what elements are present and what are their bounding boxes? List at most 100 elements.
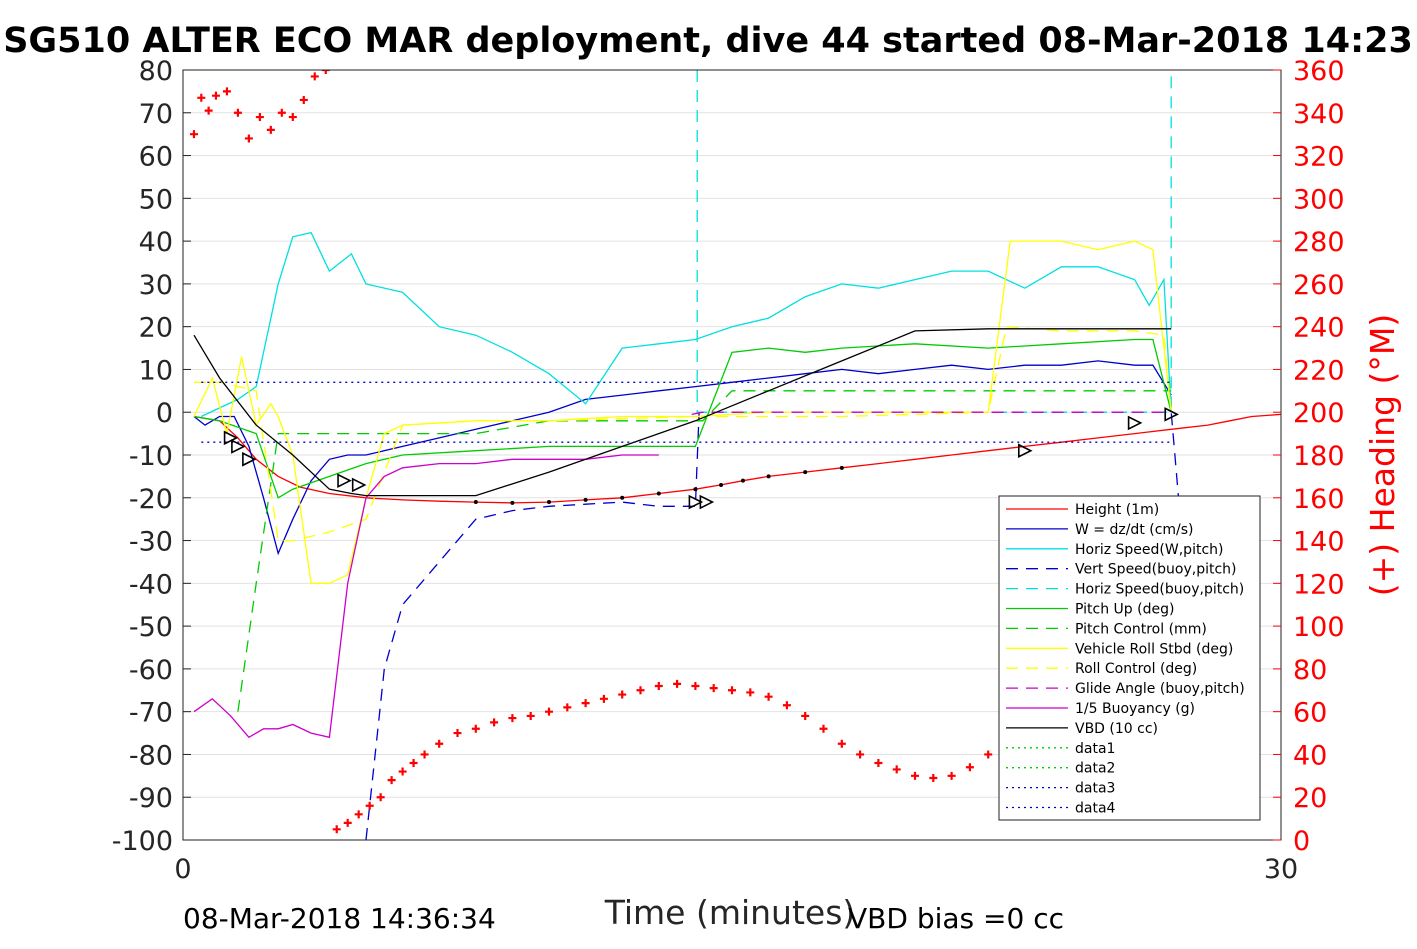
turn-marker xyxy=(699,494,715,510)
height-dot xyxy=(719,482,724,487)
heading-point xyxy=(222,87,231,96)
heading-point xyxy=(874,759,883,767)
turn-marker xyxy=(688,494,704,510)
height-dot xyxy=(740,478,745,483)
turn-marker xyxy=(1017,443,1033,459)
y-tick-label: 30 xyxy=(139,270,173,301)
legend-label-2: Horiz Speed(W,pitch) xyxy=(1075,542,1223,558)
y2-tick-label: 20 xyxy=(1293,783,1327,814)
height-dot xyxy=(693,487,698,492)
heading-point xyxy=(409,759,418,767)
turn-marker xyxy=(1164,407,1179,422)
heading-point xyxy=(189,130,198,139)
height-dot xyxy=(839,465,844,470)
axes: 80706050403020100-10-20-30-40-50-60-70-8… xyxy=(112,56,1345,885)
y-tick-label: 40 xyxy=(139,227,173,258)
height-dot xyxy=(473,500,478,505)
y2-tick-label: 80 xyxy=(1293,655,1327,686)
y2-tick-label: 160 xyxy=(1293,484,1345,515)
heading-point xyxy=(654,682,663,690)
heading-point xyxy=(837,739,846,748)
heading-point xyxy=(398,767,407,776)
series-line-4 xyxy=(696,70,1172,413)
turn-marker xyxy=(1127,415,1143,431)
height-dot xyxy=(803,470,808,475)
y2-tick-label: 240 xyxy=(1293,313,1345,344)
y-tick-label: 50 xyxy=(139,184,173,215)
y2-tick-label: 120 xyxy=(1293,569,1345,600)
height-dot xyxy=(583,497,588,502)
footer-timestamp: 08-Mar-2018 14:36:34 xyxy=(183,902,496,935)
y-tick-label: -90 xyxy=(129,783,173,814)
heading-point xyxy=(782,701,791,710)
heading-point xyxy=(299,95,308,104)
y-tick-label: -20 xyxy=(129,484,173,515)
heading-point xyxy=(435,739,444,748)
y-tick-label: -40 xyxy=(129,569,173,600)
legend-label-13: data2 xyxy=(1075,761,1115,777)
heading-point xyxy=(947,771,956,780)
heading-point xyxy=(965,763,974,772)
y-tick-label: -100 xyxy=(112,826,173,857)
heading-point xyxy=(365,801,374,810)
legend-label-1: W = dz/dt (cm/s) xyxy=(1075,522,1194,538)
x-axis-label: Time (minutes) xyxy=(604,893,856,932)
heading-point xyxy=(618,690,627,699)
heading-point xyxy=(911,771,919,780)
y2-axis-label: (+) Heading (°M) xyxy=(1363,314,1402,596)
heading-point xyxy=(321,70,330,74)
legend-label-3: Vert Speed(buoy,pitch) xyxy=(1075,562,1237,578)
legend-label-4: Horiz Speed(buoy,pitch) xyxy=(1075,582,1244,598)
y2-tick-label: 180 xyxy=(1293,441,1345,472)
heading-point xyxy=(892,765,901,774)
y2-tick-label: 0 xyxy=(1293,826,1310,857)
legend: Height (1m) W = dz/dt (cm/s) Horiz Speed(W… xyxy=(998,495,1261,821)
y2-tick-label: 320 xyxy=(1293,142,1345,173)
height-dot xyxy=(656,491,661,496)
heading-point xyxy=(420,750,429,759)
heading-point xyxy=(332,825,341,834)
turn-marker xyxy=(337,473,352,488)
height-dot xyxy=(510,500,515,505)
legend-label-11: VBD (10 cc) xyxy=(1075,721,1158,737)
y2-tick-label: 260 xyxy=(1293,270,1345,301)
y-tick-label: 80 xyxy=(139,56,173,87)
heading-point xyxy=(563,703,572,712)
turn-marker xyxy=(351,477,367,493)
heading-point xyxy=(453,729,462,738)
footer-vbd-bias: VBD bias =0 cc xyxy=(848,902,1064,935)
heading-point xyxy=(197,93,206,102)
heading-point xyxy=(801,711,810,720)
heading-point xyxy=(746,688,755,697)
y2-tick-label: 140 xyxy=(1293,527,1345,558)
legend-label-9: Glide Angle (buoy,pitch) xyxy=(1075,681,1245,697)
heading-point xyxy=(673,679,682,688)
legend-label-5: Pitch Up (deg) xyxy=(1075,602,1174,618)
legend-box xyxy=(998,495,1261,821)
heading-point xyxy=(636,686,645,695)
heading-point xyxy=(343,818,352,827)
y-tick-label: -10 xyxy=(129,441,173,472)
series-line-10 xyxy=(193,454,659,739)
heading-point xyxy=(764,692,773,701)
series-line-8 xyxy=(194,326,1172,542)
series-line-2 xyxy=(201,231,1172,418)
height-dot xyxy=(766,474,771,479)
legend-label-10: 1/5 Buoyancy (g) xyxy=(1075,701,1195,717)
heading-point xyxy=(508,714,517,723)
y-tick-label: -50 xyxy=(129,612,173,643)
heading-point xyxy=(204,106,213,115)
heading-point xyxy=(211,91,220,100)
legend-label-15: data4 xyxy=(1075,801,1116,817)
legend-label-12: data1 xyxy=(1075,741,1115,757)
y-tick-label: 60 xyxy=(139,142,173,173)
y2-tick-label: 300 xyxy=(1293,184,1345,215)
heading-point xyxy=(691,682,700,690)
heading-point xyxy=(310,72,319,81)
y2-tick-label: 340 xyxy=(1293,99,1345,130)
chart-title: SG510 ALTER ECO MAR deployment, dive 44 … xyxy=(3,21,1413,61)
legend-label-14: data3 xyxy=(1075,781,1115,797)
height-dot xyxy=(547,500,551,505)
